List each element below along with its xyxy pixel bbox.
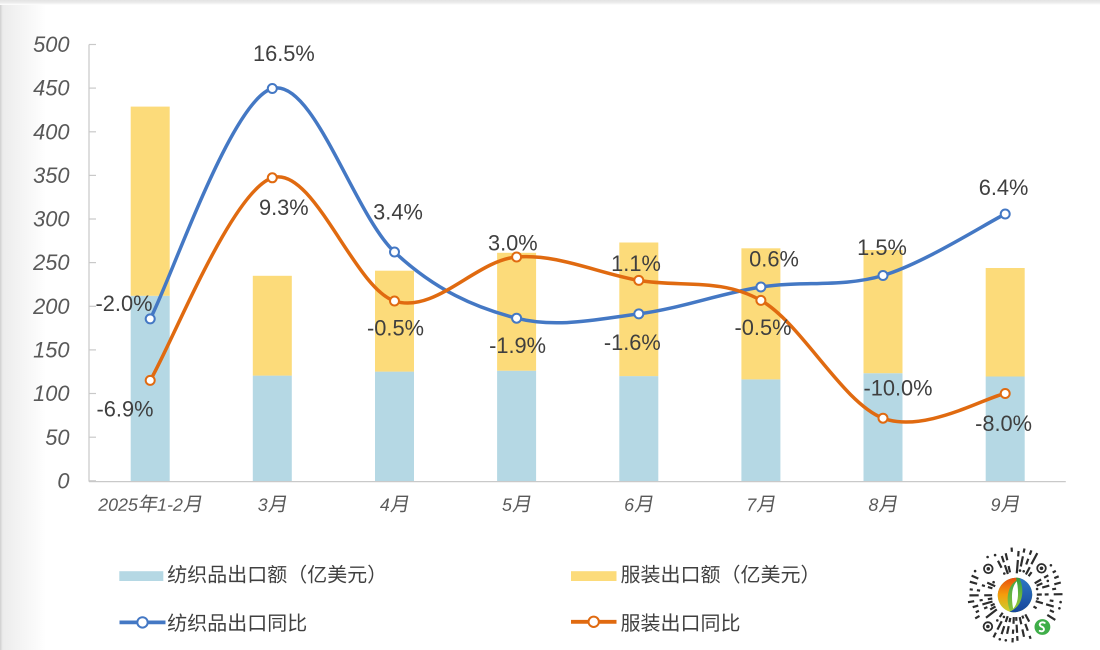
- svg-text:-0.5%: -0.5%: [367, 316, 424, 341]
- svg-text:400: 400: [33, 119, 69, 144]
- svg-text:1.1%: 1.1%: [611, 251, 661, 276]
- svg-text:100: 100: [33, 381, 69, 406]
- svg-text:200: 200: [32, 294, 69, 319]
- svg-text:1.5%: 1.5%: [857, 235, 907, 260]
- svg-text:-2.0%: -2.0%: [96, 291, 153, 316]
- svg-text:-6.9%: -6.9%: [97, 397, 154, 422]
- svg-text:300: 300: [33, 207, 69, 232]
- svg-text:250: 250: [32, 250, 69, 275]
- svg-text:-8.0%: -8.0%: [975, 411, 1032, 436]
- svg-text:9.3%: 9.3%: [259, 195, 309, 220]
- svg-text:500: 500: [33, 32, 69, 57]
- svg-text:3.4%: 3.4%: [373, 200, 423, 225]
- svg-text:350: 350: [33, 163, 69, 188]
- svg-text:16.5%: 16.5%: [253, 41, 315, 66]
- svg-text:50: 50: [45, 425, 69, 450]
- svg-text:0.6%: 0.6%: [749, 247, 799, 272]
- svg-text:-0.5%: -0.5%: [735, 315, 792, 340]
- svg-text:-1.6%: -1.6%: [604, 330, 661, 355]
- svg-text:0: 0: [57, 468, 69, 493]
- svg-text:-10.0%: -10.0%: [863, 375, 932, 400]
- svg-text:3.0%: 3.0%: [488, 230, 538, 255]
- svg-text:6.4%: 6.4%: [979, 175, 1029, 200]
- svg-text:150: 150: [33, 338, 69, 363]
- svg-text:450: 450: [33, 76, 69, 101]
- svg-text:-1.9%: -1.9%: [489, 333, 546, 358]
